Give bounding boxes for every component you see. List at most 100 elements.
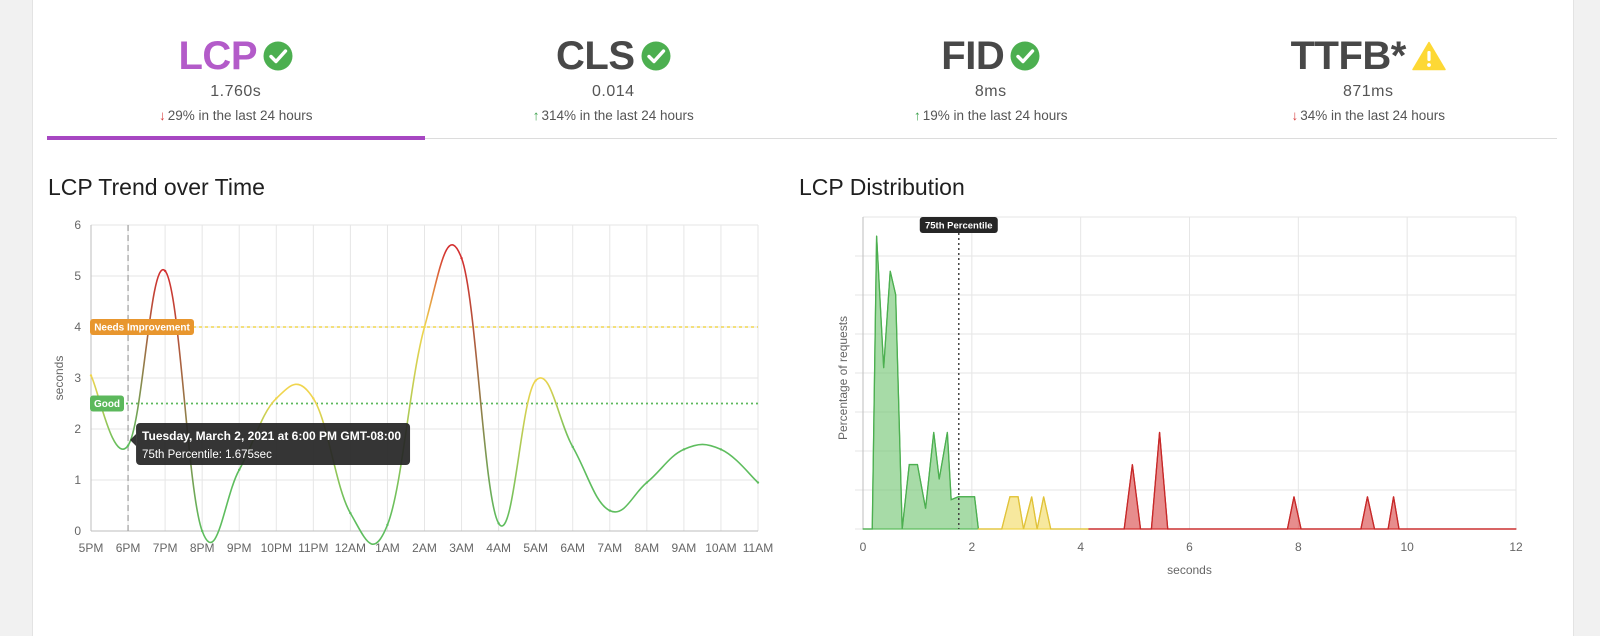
check-circle-icon (1010, 41, 1040, 71)
x-tick-label: 11PM (298, 541, 328, 555)
lcp-trend-line-segment (201, 469, 240, 544)
x-tick-label: 5PM (79, 541, 104, 555)
lcp-trend-line-segment (572, 446, 611, 512)
metric-change: ↑ 19% in the last 24 hours (913, 108, 1068, 123)
arrow-down-icon: ↓ (158, 108, 166, 123)
percentile-marker-label: 75th Percentile (925, 221, 993, 232)
lcp-trend-line-segment (90, 375, 129, 450)
x-tick-label: 6AM (560, 541, 585, 555)
distribution-area (977, 496, 1090, 530)
metric-name: TTFB* (1290, 34, 1407, 78)
x-tick-label: 8 (1295, 540, 1302, 554)
lcp-trend-line-segment (720, 448, 759, 484)
lcp-trend-line-segment (164, 270, 203, 532)
data-point (200, 529, 204, 533)
x-tick-label: 9AM (672, 541, 697, 555)
data-point (571, 445, 574, 449)
x-tick-label: 6 (1186, 540, 1193, 554)
lcp-trend-line-segment (349, 512, 389, 545)
x-tick-label: 11AM (743, 541, 773, 555)
active-tab-indicator (47, 136, 425, 140)
lcp-distribution-chart[interactable]: 0 2 4 6 8 10 12 seconds Percentage of requests 75… (793, 210, 1523, 590)
tab-lcp[interactable]: LCP 1.760s ↓ 29% in the last 24 hours (47, 0, 425, 140)
x-axis-label: seconds (1167, 563, 1212, 577)
data-point (645, 481, 649, 484)
tooltip-pointer (130, 434, 137, 446)
data-point (275, 397, 278, 400)
lcp-trend-chart[interactable]: 5PM 6PM 7PM 8PM 9PM 10PM 11PM 12AM 1AM 2AM 3AM 4AM 5… (33, 210, 793, 590)
lcp-trend-line-segment (646, 448, 685, 484)
y-axis-label: seconds (52, 356, 66, 401)
needs-improvement-badge (90, 319, 194, 335)
distribution-line (1088, 432, 1516, 530)
data-point (126, 444, 130, 447)
y-tick-label: 0 (74, 524, 81, 538)
x-tick-label: 8PM (190, 541, 215, 555)
y-tick-label: 2 (74, 422, 81, 436)
x-tick-label: 10PM (261, 541, 292, 555)
warning-triangle-icon (1412, 41, 1446, 71)
data-point (163, 269, 167, 273)
lcp-trend-line-segment (535, 377, 574, 448)
lcp-trend-line-segment (460, 257, 500, 524)
x-tick-label: 4AM (486, 541, 511, 555)
data-point (756, 481, 760, 484)
check-circle-icon (641, 41, 670, 71)
metric-tabs: LCP 1.760s ↓ 29% in the last 24 hours CLS… (47, 0, 1558, 140)
x-tick-label: 1AM (375, 541, 400, 555)
metric-change: ↓ 29% in the last 24 hours (158, 108, 313, 123)
data-point (423, 325, 426, 329)
x-tick-label: 0 (860, 540, 867, 554)
x-tick-label: 12AM (335, 541, 366, 555)
x-tick-label: 2 (968, 540, 975, 554)
data-point (534, 379, 537, 382)
x-tick-label: 10 (1400, 540, 1414, 554)
x-tick-label: 5AM (523, 541, 548, 555)
y-tick-label: 6 (74, 218, 81, 232)
arrow-up-icon: ↑ (913, 108, 921, 123)
lcp-trend-line-segment (683, 443, 722, 451)
tab-cls[interactable]: CLS 0.014 ↑ 314% in the last 24 hours (425, 0, 803, 138)
chart-tooltip (136, 423, 411, 465)
y-axis-label: Percentage of requests (836, 316, 850, 440)
x-tick-label: 4 (1077, 540, 1084, 554)
tab-fid[interactable]: FID 8ms ↑ 19% in the last 24 hours (802, 0, 1180, 138)
x-tick-label: 8AM (634, 541, 659, 555)
distribution-line (863, 235, 980, 530)
x-tick-label: 7AM (597, 541, 622, 555)
lcp-trend-line-segment (497, 379, 537, 527)
lcp-trend-line-segment (127, 269, 166, 447)
data-point (312, 397, 315, 400)
distribution-line (978, 496, 1089, 530)
good-badge (90, 395, 124, 412)
data-point (238, 468, 241, 471)
x-tick-label: 12 (1509, 540, 1523, 554)
distribution-chart-title: LCP Distribution (799, 174, 965, 200)
x-tick-label: 7PM (153, 541, 178, 555)
web-vitals-panel: LCP 1.760s ↓ 29% in the last 24 hours CLS… (32, 0, 1574, 636)
metric-change: ↑ 314% in the last 24 hours (532, 108, 694, 123)
tooltip-title: Tuesday, March 2, 2021 at 6:00 PM GMT-08… (142, 429, 401, 443)
data-point (386, 523, 389, 527)
lcp-trend-line-segment (609, 481, 648, 513)
metric-change: ↓ 34% in the last 24 hours (1291, 108, 1446, 123)
y-tick-label: 1 (74, 473, 81, 487)
lcp-trend-line-segment (275, 383, 315, 399)
y-tick-label: 5 (74, 269, 81, 283)
x-tick-label: 2AM (412, 541, 437, 555)
metric-value: 871ms (1342, 83, 1394, 100)
data-point (497, 522, 500, 525)
needs-improvement-badge-label: Needs Improvement (94, 323, 190, 334)
y-tick-label: 3 (74, 371, 81, 385)
arrow-down-icon: ↓ (1291, 108, 1299, 123)
metric-value: 0.014 (591, 83, 635, 100)
tab-ttfb[interactable]: TTFB* 871ms ↓ 34% in the last 24 hours (1180, 0, 1558, 138)
data-point (349, 511, 352, 515)
lcp-trend-line-segment (423, 244, 463, 328)
check-circle-icon (263, 41, 293, 71)
metric-name: LCP (178, 34, 258, 78)
metric-name: FID (941, 34, 1005, 78)
metric-value: 8ms (974, 83, 1007, 100)
metric-value: 1.760s (210, 83, 262, 100)
good-badge-label: Good (94, 399, 120, 410)
